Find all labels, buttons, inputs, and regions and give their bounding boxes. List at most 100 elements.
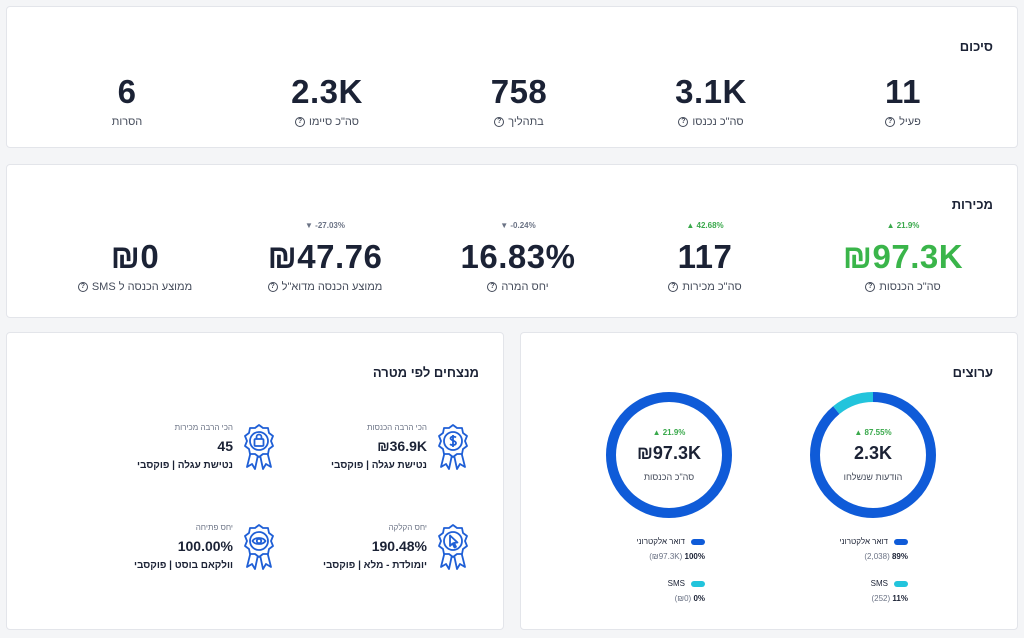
legend-percent: 11% [892,594,908,603]
change-value: 21.9% [896,221,920,230]
legend-name: SMS [870,579,888,588]
winner-click-rate[interactable]: יחס הקלקה 190.48% יומולדת - מלא | פוקסבי [251,523,471,583]
metric-value: 16.83% [460,238,576,275]
summary-metric-in-progress: 758 בתהליך? [419,75,619,130]
legend-detail: (₪97.3K) [649,552,683,561]
legend-sms-messages: SMS 11% (252) [818,579,908,603]
metric-value: 6 [117,73,137,110]
donut-label: הודעות שנשלחו [843,472,903,482]
sales-metric-revenue: ▲ 21.9% ₪97.3K סה"כ הכנסות? [803,221,1003,295]
revenue-donut[interactable]: ▲ 21.9% ₪97.3K סה"כ הכנסות [604,390,734,520]
donut-value: ₪97.3K [637,443,701,463]
winner-campaign-name: נטישת עגלה | פוקסבי [331,460,427,471]
legend-percent: 100% [684,552,705,561]
legend-detail: (252) [871,594,891,603]
help-icon[interactable]: ? [494,117,505,127]
legend-percent: 89% [891,552,908,561]
summary-metric-finished: 2.3K סה"כ סיימו? [227,75,427,130]
arrow-down-icon: ▼ [500,221,509,230]
winner-campaign-name: יומולדת - מלא | פוקסבי [322,560,427,571]
donut-segment-sms [810,392,936,518]
sales-card: מכירות ▲ 21.9% ₪97.3K סה"כ הכנסות? ▲ 42.… [6,164,1018,318]
metric-value: 3.1K [675,73,747,110]
sales-title: מכירות [951,197,993,212]
metric-label: ממוצע הכנסה מדוא"ל [281,281,383,293]
eye-ribbon-icon [244,524,274,570]
metric-label: סה"כ מכירות [682,281,742,293]
metric-label: פעיל [899,116,921,128]
sms-swatch-icon [894,580,908,587]
metric-value: ₪47.76 [267,238,383,275]
winner-revenue[interactable]: הכי הרבה הכנסות ₪36.9K נטישת עגלה | פוקס… [251,423,471,483]
winner-value: 190.48% [371,538,427,554]
winner-category: הכי הרבה מכירות [174,423,233,432]
summary-metric-active: 11 פעיל? [803,75,1003,130]
winner-campaign-name: נטישת עגלה | פוקסבי [137,460,233,471]
sales-metric-sms-avg: ₪0 ממוצע הכנסה ל SMS? [35,221,235,295]
help-icon[interactable]: ? [865,282,876,292]
messages-donut[interactable]: ▲ 87.55% 2.3K הודעות שנשלחו [808,390,938,520]
winner-category: יחס הקלקה [388,523,427,532]
metric-label: יחס המרה [501,281,549,293]
donut-segment-email [606,392,732,518]
summary-title: סיכום [959,39,993,54]
cursor-ribbon-icon [438,524,468,570]
legend-percent: 0% [693,594,705,603]
change-value: 42.68% [696,221,724,230]
donut-label: סה"כ הכנסות [643,472,695,482]
donut-value: 2.3K [853,443,893,463]
sales-metric-email-avg: ▼ -27.03% ₪47.76 ממוצע הכנסה מדוא"ל? [225,221,425,295]
channels-card: ערוצים ▲ 87.55% 2.3K הודעות שנשלחו ▲ 21.… [520,332,1018,630]
winner-value: 100.00% [177,538,233,554]
change-value: -27.03% [315,221,345,230]
donut-chart [606,392,732,518]
metric-label: סה"כ סיימו [309,116,359,128]
winner-open-rate[interactable]: יחס פתיחה 100.00% וולקאם בוסט | פוקסבי [57,523,277,583]
arrow-down-icon: ▼ [305,221,313,230]
metric-label: בתהליך [508,116,544,128]
metric-label: ממוצע הכנסה ל SMS [91,281,193,293]
bag-ribbon-icon [244,424,274,470]
help-icon[interactable]: ? [885,117,896,127]
help-icon[interactable]: ? [678,117,689,127]
winner-category: הכי הרבה הכנסות [367,423,427,432]
help-icon[interactable]: ? [487,282,498,292]
metric-label: הסרות [111,116,143,128]
legend-email-messages: דואר אלקטרוני 89% (2,038) [818,537,908,561]
summary-metric-entered: 3.1K סה"כ נכנסו? [611,75,811,130]
sms-swatch-icon [691,580,705,587]
channels-title: ערוצים [952,365,993,380]
winner-category: יחס פתיחה [195,523,233,532]
legend-detail: (₪0) [674,594,692,603]
metric-value: 11 [885,73,921,110]
sales-metric-sales: ▲ 42.68% 117 סה"כ מכירות? [605,221,805,295]
donut-change: 87.55% [864,428,892,437]
legend-name: SMS [667,579,685,588]
summary-card: סיכום 11 פעיל? 3.1K סה"כ נכנסו? 758 בתהל… [6,6,1018,148]
summary-metric-removals: 6 הסרות [27,75,227,130]
legend-sms-revenue: SMS 0% (₪0) [615,579,705,603]
help-icon[interactable]: ? [77,282,88,292]
donut-chart [810,392,936,518]
legend-email-revenue: דואר אלקטרוני 100% (₪97.3K) [615,537,705,561]
legend-name: דואר אלקטרוני [839,537,888,546]
arrow-up-icon: ▲ [854,428,863,437]
help-icon[interactable]: ? [295,117,306,127]
email-swatch-icon [894,538,908,545]
metric-label: סה"כ נכנסו [692,116,744,128]
help-icon[interactable]: ? [668,282,679,292]
winner-value: 45 [217,438,233,454]
dollar-ribbon-icon [438,424,468,470]
sales-metric-conversion: ▼ -0.24% 16.83% יחס המרה? [418,221,618,295]
metric-value: ₪0 [110,238,160,275]
arrow-up-icon: ▲ [686,221,695,230]
arrow-up-icon: ▲ [652,428,661,437]
metric-value: ₪97.3K [842,238,964,275]
change-value: -0.24% [510,221,536,230]
winner-campaign-name: וולקאם בוסט | פוקסבי [133,560,233,571]
help-icon[interactable]: ? [267,282,278,292]
metric-label: סה"כ הכנסות [879,281,941,293]
winner-sales[interactable]: הכי הרבה מכירות 45 נטישת עגלה | פוקסבי [57,423,277,483]
legend-detail: (2,038) [864,552,890,561]
winner-value: ₪36.9K [377,438,427,454]
